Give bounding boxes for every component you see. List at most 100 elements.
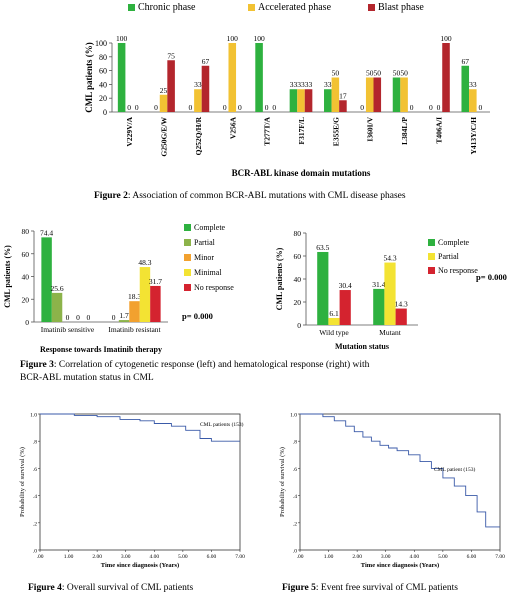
bar-value-label: 50	[366, 69, 374, 78]
legend-swatch	[184, 284, 191, 291]
x-tick-label: 7.00	[235, 554, 245, 560]
bar-value-label: 31.7	[149, 277, 162, 286]
figure3-caption-line1: : Correlation of cytogenetic response (l…	[53, 360, 370, 370]
x-axis-label: Time since diagnosis (Years)	[101, 562, 179, 569]
bar	[289, 89, 298, 112]
bar-value-label: 0	[87, 313, 91, 322]
y-tick-label: 0	[297, 321, 301, 330]
x-tick-label: 3.00	[381, 554, 391, 560]
bar-value-label: 50	[393, 69, 401, 78]
y-tick-label: 60	[294, 252, 302, 261]
bar-value-label: 100	[116, 34, 128, 43]
bar	[201, 65, 210, 112]
y-tick-label: 60	[99, 67, 107, 76]
y-tick-label: 20	[22, 295, 30, 304]
bar	[365, 77, 374, 112]
y-tick-label: .6	[33, 467, 37, 473]
p-value: p= 0.000	[182, 311, 213, 321]
bar-value-label: 33	[305, 80, 313, 89]
y-tick-label: 0	[25, 318, 29, 327]
y-tick-label: .2	[33, 521, 37, 527]
y-axis-label: CML patients (%)	[3, 245, 12, 308]
legend-entry: Partial	[438, 252, 460, 261]
bar	[117, 43, 126, 112]
bar	[41, 237, 52, 322]
x-tick-label: .00	[37, 554, 44, 560]
bar	[317, 251, 329, 325]
bar	[129, 301, 140, 322]
x-tick-label: 4.00	[149, 554, 159, 560]
y-tick-label: 20	[294, 298, 302, 307]
plot-frame	[39, 413, 241, 551]
bar	[331, 77, 340, 112]
figure3-caption-label: Figure 3	[20, 360, 54, 370]
category-label: Imatinib sensitive	[41, 325, 95, 334]
bar	[384, 262, 396, 325]
y-tick-label: .2	[293, 521, 297, 527]
legend-swatch	[248, 4, 255, 11]
figure4-chart: .0 .2 .4 .6 .8 1.0 .00 1.00 2.00 3.00 4.00 5.00 6.00…	[19, 413, 245, 570]
legend-swatch	[428, 267, 435, 274]
bar	[228, 43, 237, 112]
category-label: G250G/E/W	[160, 117, 169, 157]
y-axis-label: CML patients (%)	[84, 42, 94, 113]
legend-swatch	[184, 239, 191, 246]
x-tick-label: 5.00	[438, 554, 448, 560]
bar	[339, 100, 347, 112]
legend-swatch	[428, 239, 435, 246]
y-tick-label: 80	[294, 229, 302, 238]
category-label: T277T/A	[263, 116, 272, 145]
bar-value-label: 17	[339, 91, 347, 100]
bar-value-label: 14.3	[395, 300, 408, 309]
bar	[400, 77, 408, 112]
plot-frame	[299, 413, 501, 551]
y-axis-label: Probability of survival (%)	[279, 447, 286, 517]
legend-entry: No response	[194, 283, 234, 292]
category-label: Wild type	[319, 328, 349, 337]
figure4-caption-text: : Overall survival of CML patients	[61, 583, 194, 593]
legend-entry: Minimal	[194, 268, 222, 277]
x-tick-label: 6.00	[207, 554, 217, 560]
bar	[194, 89, 202, 112]
bar-value-label: 31.4	[372, 280, 385, 289]
y-tick-label: 1.0	[290, 413, 297, 419]
bar-value-label: 25	[160, 86, 168, 95]
x-tick-label: 6.00	[467, 554, 477, 560]
figure5-caption: Figure 5: Event free survival of CML pat…	[282, 582, 458, 595]
bar	[324, 89, 332, 112]
bar-value-label: 0	[479, 103, 483, 112]
x-tick-label: .00	[297, 554, 304, 560]
y-tick-label: .8	[33, 440, 37, 446]
figure3-right-chart: 0 20 40 60 80 CML patients (%) 63.5 6.1 30.4 Wild…	[275, 229, 507, 351]
bar-value-label: 100	[227, 34, 239, 43]
y-tick-label: 80	[22, 227, 30, 236]
legend-entry: Minor	[194, 253, 214, 262]
y-tick-label: .4	[33, 494, 37, 500]
bar	[304, 89, 313, 112]
bar-value-label: 0	[360, 103, 364, 112]
legend-swatch	[184, 224, 191, 231]
curve-annotation: CML patients (153)	[200, 421, 244, 428]
bar-value-label: 0	[127, 103, 131, 112]
bar-value-label: 0	[135, 103, 139, 112]
figure3-caption-line2: BCR-ABL mutation status in CML	[20, 373, 154, 383]
legend-entry: Partial	[194, 238, 216, 247]
bar-value-label: 100	[253, 34, 265, 43]
y-tick-label: 40	[294, 275, 302, 284]
x-tick-label: 1.00	[64, 554, 74, 560]
category-label: F317F/L	[297, 117, 306, 145]
bar-value-label: 50	[374, 69, 382, 78]
figure4-caption-label: Figure 4	[28, 583, 62, 593]
legend-entry: Chronic phase	[138, 2, 196, 13]
bar	[139, 267, 151, 322]
legend-entry: Accelerated phase	[258, 2, 332, 13]
legend-entry: Complete	[438, 238, 470, 247]
x-tick-label: 5.00	[178, 554, 188, 560]
bar	[469, 89, 477, 112]
legend-entry: No response	[438, 266, 478, 275]
bar-value-label: 0	[265, 103, 269, 112]
bar-value-label: 0	[188, 103, 192, 112]
bar	[51, 292, 63, 322]
x-axis-label: Time since diagnosis (Years)	[361, 562, 439, 569]
category-label: E355E/G	[331, 117, 340, 146]
